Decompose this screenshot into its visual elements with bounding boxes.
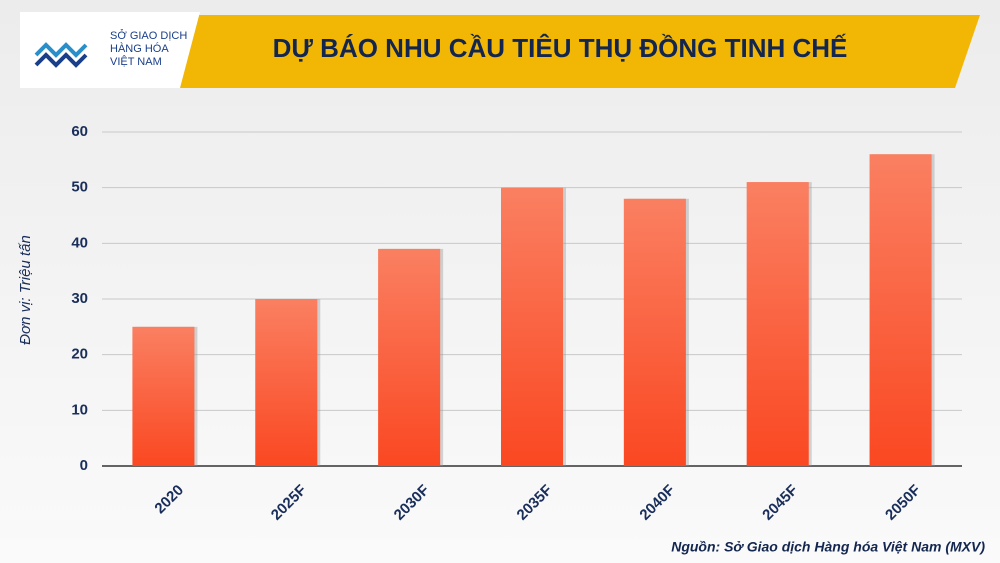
logo-text: HÀNG HÓA (110, 42, 169, 55)
y-tick-label: 30 (71, 290, 88, 307)
logo-box (20, 12, 200, 88)
y-tick-label: 40 (71, 234, 88, 251)
y-tick-label: 10 (71, 401, 88, 418)
logo-icon (34, 42, 88, 68)
y-tick-label: 0 (80, 457, 88, 474)
chart-title: DỰ BÁO NHU CẦU TIÊU THỤ ĐỒNG TINH CHẾ (273, 33, 848, 63)
bar-shade (378, 248, 441, 466)
y-tick-label: 60 (71, 123, 88, 140)
source-note: Nguồn: Sở Giao dịch Hàng hóa Việt Nam (M… (671, 539, 985, 555)
logo-text: VIỆT NAM (110, 55, 162, 68)
logo-text: SỞ GIAO DỊCH (110, 29, 187, 42)
y-tick-label: 20 (71, 346, 88, 363)
y-tick-label: 50 (71, 179, 88, 196)
bar-shade (132, 326, 195, 466)
bar-shade (746, 182, 809, 466)
bar-shade (869, 154, 932, 466)
y-axis-label: Đơn vị: Triệu tấn (17, 235, 34, 345)
bar-shade (501, 187, 563, 466)
bar-shade (255, 299, 318, 466)
title-banner (95, 15, 980, 88)
bar-shade (623, 198, 686, 467)
